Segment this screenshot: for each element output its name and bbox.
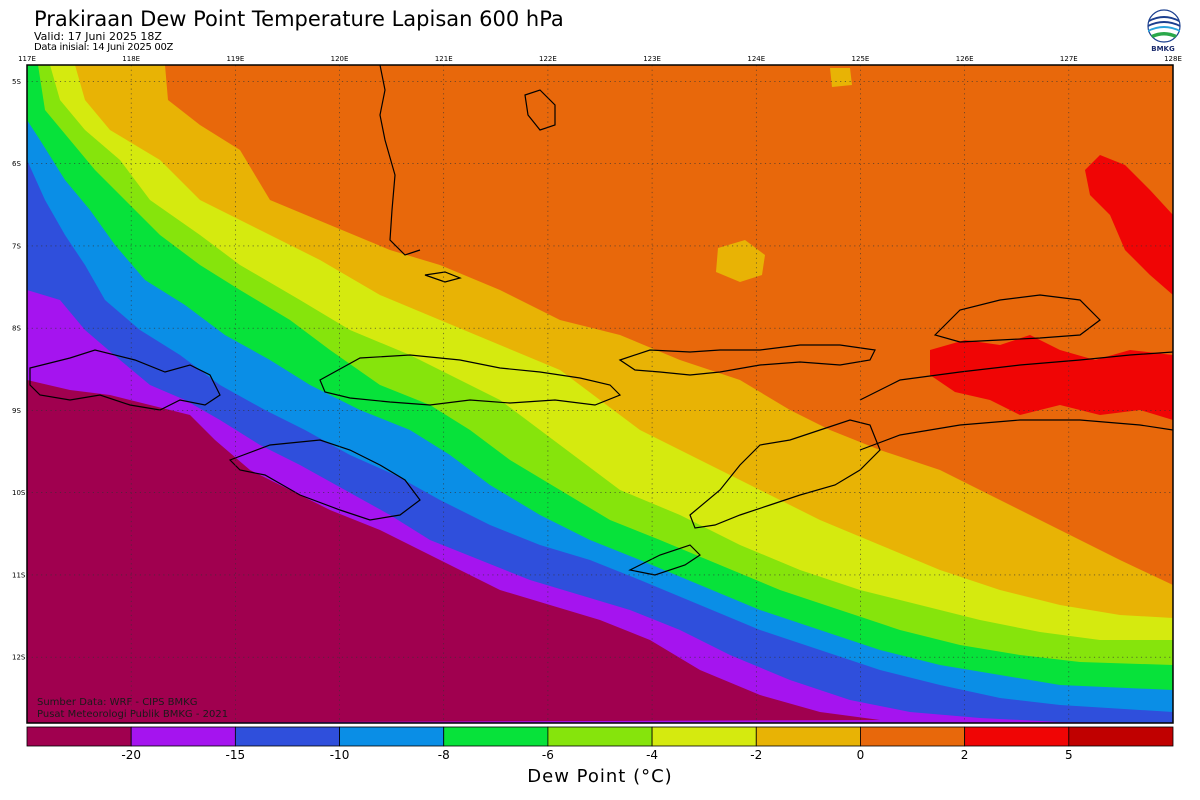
colorbar-segment: [755, 726, 861, 747]
flores-coast: [319, 354, 622, 406]
latitude-label: 12S: [12, 654, 26, 662]
colorbar-tick-label: 2: [960, 748, 969, 762]
colorbar-title: Dew Point (°C): [527, 766, 673, 787]
map-frame: [26, 64, 1174, 724]
colorbar-segment: [339, 726, 445, 747]
colorbar-tick-label: -8: [437, 748, 450, 762]
colorbar-tick-label: -4: [646, 748, 659, 762]
longitude-label: 120E: [331, 55, 349, 63]
rote-coast: [628, 544, 701, 576]
longitude-label: 127E: [1060, 55, 1078, 63]
latitude-labels: 5S 6S 7S 8S 9S 10S 11S 12S: [12, 78, 26, 662]
colorbar-tick-label: 5: [1064, 748, 1073, 762]
valid-time: Valid: 17 Juni 2025 18Z: [34, 30, 162, 43]
latitude-label: 11S: [12, 571, 26, 579]
amber-patch: [716, 240, 765, 282]
longitude-label: 126E: [956, 55, 974, 63]
colorbar-segment: [964, 726, 1070, 747]
page-title: Prakiraan Dew Point Temperature Lapisan …: [34, 7, 564, 31]
logo-text: BMKG: [1151, 45, 1175, 53]
longitude-label: 118E: [122, 55, 140, 63]
buton-coast: [524, 89, 556, 131]
wetar-coast: [933, 294, 1101, 343]
source-credit: Sumber Data: WRF - CIPS BMKG Pusat Meteo…: [37, 697, 228, 721]
longitude-label: 121E: [435, 55, 453, 63]
sea-line: [859, 419, 1173, 451]
colorbar-segment: [1068, 726, 1174, 747]
latitude-label: 8S: [12, 325, 21, 333]
colorbar-segment: [860, 726, 966, 747]
timor-coast: [689, 419, 881, 529]
colorbar: [26, 726, 1174, 747]
alor-coast: [618, 344, 876, 376]
coastlines: [29, 65, 1173, 576]
colorbar-segment: [26, 726, 132, 747]
initial-data: Data inisial: 14 Juni 2025 00Z: [34, 42, 174, 53]
colorbar-segment: [443, 726, 549, 747]
bmkg-logo-icon: [1147, 9, 1181, 43]
colorbar-tick-label: -15: [225, 748, 246, 762]
latitude-label: 10S: [12, 489, 26, 497]
longitude-label: 117E: [18, 55, 36, 63]
sumba-coast: [228, 439, 421, 521]
longitude-label: 128E: [1164, 55, 1182, 63]
longitude-label: 122E: [539, 55, 557, 63]
colorbar-segment: [130, 726, 236, 747]
colorbar-tick-label: -2: [750, 748, 763, 762]
colorbar-tick-label: -20: [121, 748, 141, 762]
source-line-2: Pusat Meteorologi Publik BMKG - 2021: [37, 709, 229, 720]
longitude-labels: 117E 118E 119E 120E 121E 122E 123E 124E 125E 126E…: [18, 55, 1182, 63]
colorbar-segment: [234, 726, 340, 747]
latitude-label: 9S: [12, 407, 21, 415]
longitude-label: 124E: [747, 55, 765, 63]
band-2-to-5-east: [1085, 155, 1173, 295]
longitude-label: 125E: [852, 55, 870, 63]
colorbar-tick-label: 0: [856, 748, 865, 762]
latitude-label: 7S: [12, 242, 21, 250]
orange-patch: [830, 68, 852, 87]
lombok-sumbawa-coast: [29, 349, 221, 411]
colorbar-segment: [547, 726, 653, 747]
colorbar-tick-label: -6: [541, 748, 554, 762]
graticule: [27, 65, 1173, 723]
band-below-minus20: [27, 380, 880, 723]
tanimbar-line: [859, 351, 1173, 401]
dew-point-field: [27, 65, 1173, 723]
longitude-label: 119E: [226, 55, 244, 63]
selayar-coast: [424, 271, 462, 283]
latitude-label: 5S: [12, 78, 21, 86]
colorbar-segment: [651, 726, 757, 747]
colorbar-tick-label: -10: [329, 748, 350, 762]
longitude-label: 123E: [643, 55, 661, 63]
source-line-1: Sumber Data: WRF - CIPS BMKG: [37, 697, 198, 708]
sulawesi-coast: [379, 65, 421, 256]
latitude-label: 6S: [12, 160, 21, 168]
